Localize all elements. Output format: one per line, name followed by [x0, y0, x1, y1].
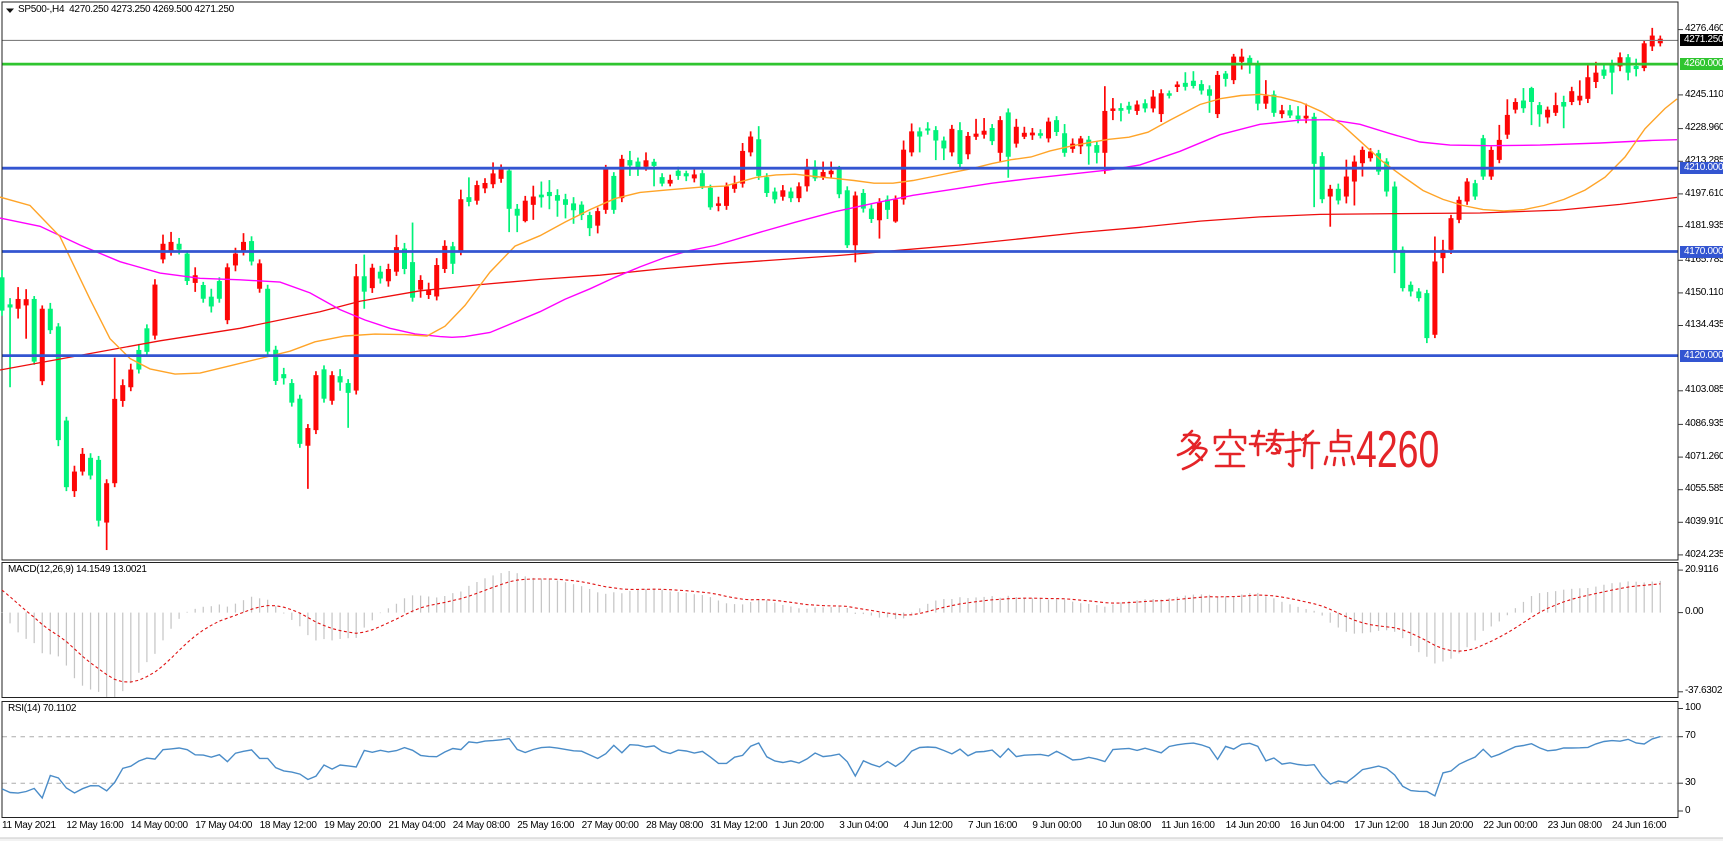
- svg-text:4260: 4260: [1356, 420, 1439, 479]
